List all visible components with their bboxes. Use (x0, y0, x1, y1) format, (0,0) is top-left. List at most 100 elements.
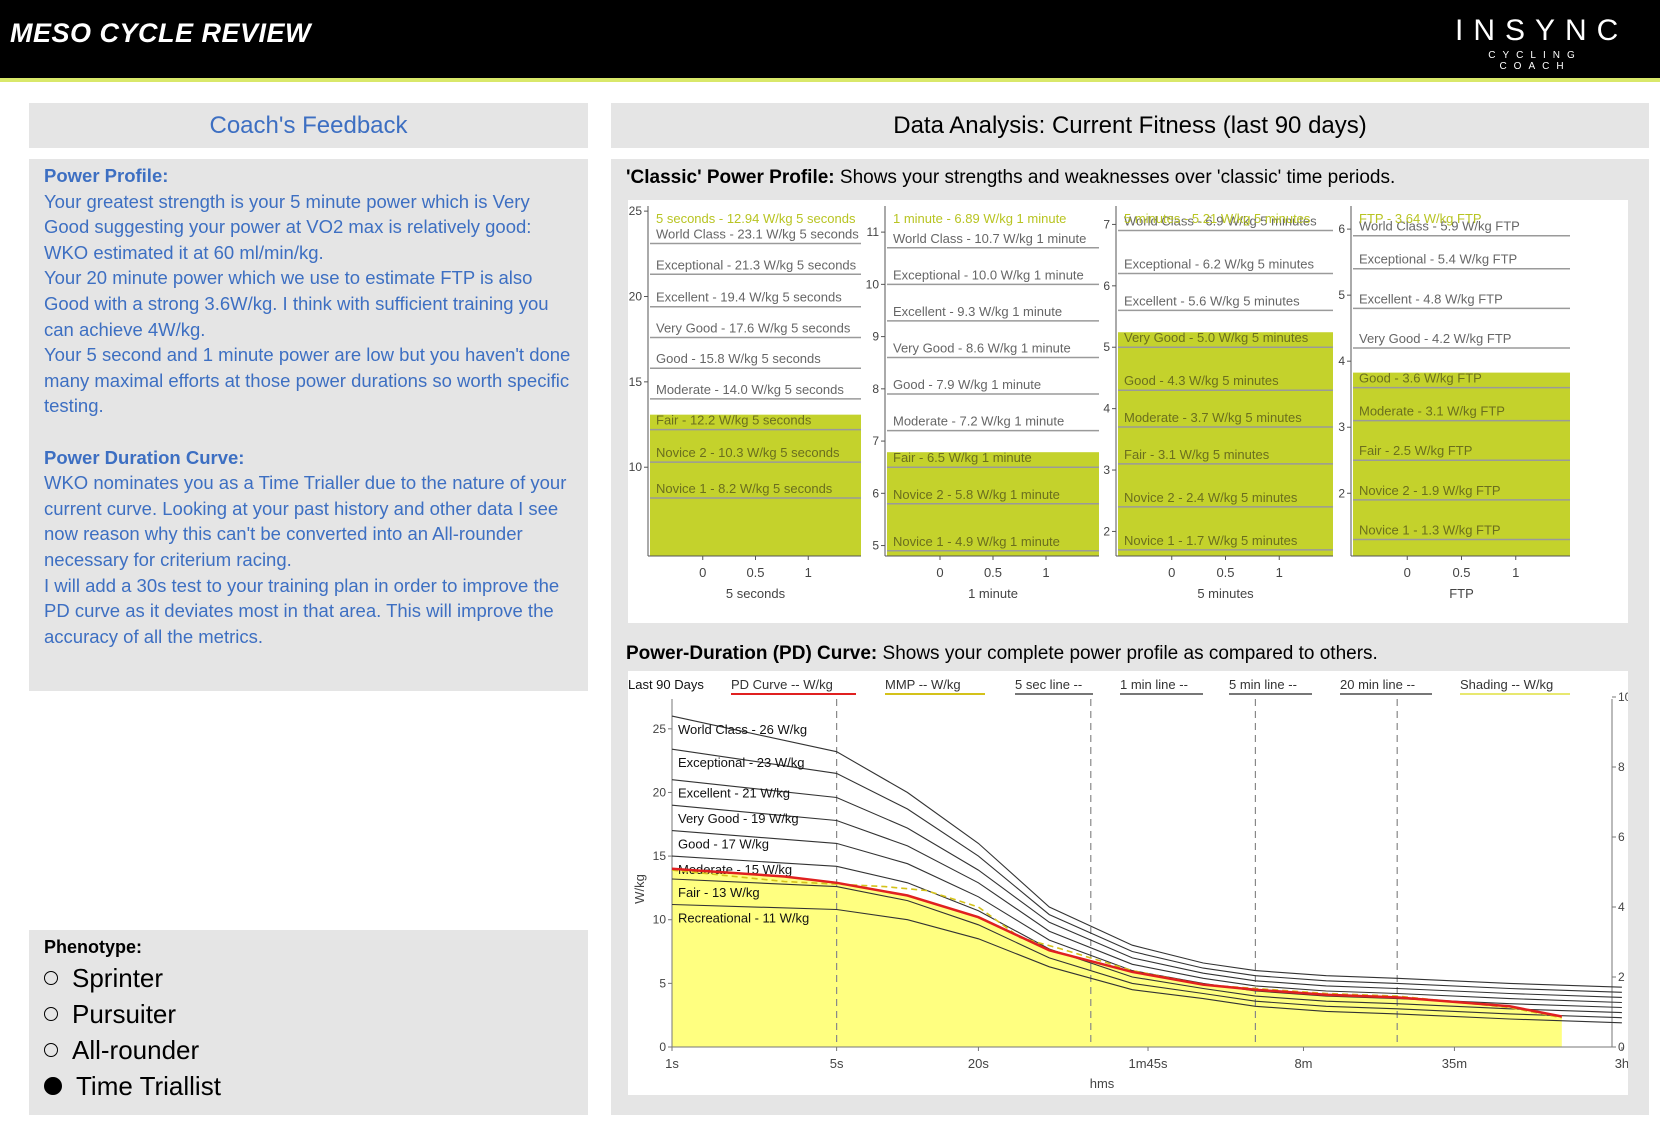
current-level-bar (1353, 372, 1570, 556)
legend-item: 5 min line -- (1229, 677, 1297, 692)
current-value-label: 1 minute - 6.89 W/kg 1 minute (893, 211, 1066, 226)
phenotype-panel (29, 930, 588, 1115)
y-tick-label: 9 (872, 330, 879, 344)
classic-panel-classic-5min: 2 3 4 5 6 7 World Class - 6.9 W/kg 5 minutes Ex… (1103, 206, 1333, 601)
x-tick-label: 1m45s (1129, 1056, 1169, 1071)
y-tick-label: 4 (1338, 354, 1345, 368)
level-curve (671, 779, 1622, 998)
level-label: World Class - 6.9 W/kg 5 minutes (1124, 214, 1317, 229)
y-tick-label: 5 (872, 539, 879, 553)
y-tick-label: 2 (1338, 486, 1345, 500)
level-label: Good - 15.8 W/kg 5 seconds (656, 351, 821, 366)
y-tick-label: 3 (1338, 420, 1345, 434)
y-tick-label: 10 (653, 913, 667, 927)
data-analysis-title: Data Analysis: Current Fitness (last 90 … (893, 112, 1367, 139)
x-tick-label: 0.5 (746, 565, 764, 580)
x-axis-label: 5 seconds (726, 586, 786, 601)
x-axis-label: 5 minutes (1197, 586, 1254, 601)
x-tick-label: 0 (1168, 565, 1175, 580)
x-tick-label: 20s (968, 1056, 989, 1071)
x-tick-label: 8m (1294, 1056, 1312, 1071)
legend-item: 5 sec line -- (1015, 677, 1082, 692)
feedback-paragraph: Your greatest strength is your 5 minute … (44, 190, 532, 263)
level-label: Novice 2 - 5.8 W/kg 1 minute (893, 487, 1060, 502)
x-axis-label: 1 minute (968, 586, 1018, 601)
legend-item: 20 min line -- (1340, 677, 1415, 692)
brand-sub: CYCLING COACH (1488, 50, 1582, 72)
level-label: Very Good - 5.0 W/kg 5 minutes (1124, 330, 1309, 345)
x-tick-label: 0 (1404, 565, 1411, 580)
level-curve-label: Recreational - 11 W/kg (678, 910, 809, 925)
phenotype-option-label: All-rounder (72, 1035, 200, 1065)
classic-chart-box: 10 15 20 25 World Class - 23.1 W/kg 5 second… (628, 200, 1628, 623)
y-tick-label: 10 (629, 460, 643, 474)
level-label: Exceptional - 10.0 W/kg 1 minute (893, 267, 1084, 282)
data-analysis-header: Data Analysis: Current Fitness (last 90 … (611, 103, 1649, 148)
y-tick-label: 11 (867, 225, 880, 239)
phenotype-option-label: Sprinter (72, 963, 164, 993)
pd-title-bold: Power-Duration (PD) Curve: (626, 643, 878, 664)
current-value-label: FTP - 3.64 W/kg FTP (1359, 211, 1482, 226)
radio-empty-icon[interactable] (44, 1007, 58, 1021)
phenotype-option[interactable]: Time Triallist (44, 1068, 564, 1104)
level-label: Excellent - 5.6 W/kg 5 minutes (1124, 293, 1300, 308)
classic-panel-classic-ftp: 2 3 4 5 6 World Class - 5.9 W/kg FTP Exception… (1338, 206, 1570, 601)
legend-item: PD Curve -- W/kg (731, 677, 833, 692)
classic-section-title: 'Classic' Power Profile: Shows your stre… (626, 167, 1395, 189)
y2-tick-label: 4 (1618, 900, 1625, 914)
phenotype-option-label: Pursuiter (72, 999, 177, 1029)
level-label: World Class - 10.7 W/kg 1 minute (893, 231, 1086, 246)
classic-title-bold: 'Classic' Power Profile: (626, 167, 835, 188)
level-curve (671, 748, 1622, 993)
level-label: Exceptional - 5.4 W/kg FTP (1359, 252, 1517, 267)
level-label: Novice 1 - 8.2 W/kg 5 seconds (656, 481, 833, 496)
y-tick-label: 4 (1103, 402, 1110, 416)
phenotype-option[interactable]: Sprinter (44, 960, 564, 996)
level-label: Fair - 6.5 W/kg 1 minute (893, 450, 1032, 465)
page-title: MESO CYCLE REVIEW (10, 18, 312, 48)
level-label: Excellent - 4.8 W/kg FTP (1359, 291, 1503, 306)
level-label: Good - 3.6 W/kg FTP (1359, 371, 1482, 386)
y-tick-label: 20 (629, 289, 643, 303)
pd-curve-chart: 05101520250246810W/kg1s5s20s1m45s8m35m3h… (628, 677, 1632, 1091)
level-label: Very Good - 4.2 W/kg FTP (1359, 331, 1511, 346)
feedback-paragraph: Your 20 minute power which we use to est… (44, 267, 549, 340)
level-label: Moderate - 3.1 W/kg FTP (1359, 404, 1505, 419)
x-tick-label: 1 (805, 565, 812, 580)
phenotype-option[interactable]: All-rounder (44, 1032, 564, 1068)
level-curve-label: Exceptional - 23 W/kg (678, 755, 804, 770)
x-axis-label: FTP (1449, 586, 1474, 601)
legend-item: 1 min line -- (1120, 677, 1188, 692)
phenotype-list: Sprinter Pursuiter All-rounder Time Trialli… (44, 960, 564, 1104)
level-label: Novice 1 - 1.3 W/kg FTP (1359, 522, 1501, 537)
feedback-text: Power Profile: Your greatest strength is … (44, 163, 579, 649)
y2-tick-label: 10 (1618, 690, 1628, 704)
top-bar: MESO CYCLE REVIEW INSYNC CYCLING COACH (0, 0, 1660, 82)
level-label: World Class - 5.9 W/kg FTP (1359, 219, 1520, 234)
radio-empty-icon[interactable] (44, 971, 58, 985)
y2-tick-label: 2 (1618, 970, 1625, 984)
brand-logo: INSYNC CYCLING COACH (1455, 14, 1618, 72)
radio-empty-icon[interactable] (44, 1043, 58, 1057)
pd-title-rest: Shows your complete power profile as com… (877, 643, 1378, 664)
y-tick-label: 6 (872, 486, 879, 500)
level-label: Novice 2 - 1.9 W/kg FTP (1359, 483, 1501, 498)
feedback-heading: Power Profile: (44, 165, 169, 186)
pd-chart-box: 05101520250246810W/kg1s5s20s1m45s8m35m3h… (628, 671, 1632, 1095)
phenotype-label: Phenotype: (44, 937, 143, 957)
level-label: Novice 2 - 10.3 W/kg 5 seconds (656, 445, 840, 460)
phenotype-option[interactable]: Pursuiter (44, 996, 564, 1032)
level-label: Good - 7.9 W/kg 1 minute (893, 377, 1041, 392)
y-tick-label: 10 (866, 277, 880, 291)
level-label: Exceptional - 21.3 W/kg 5 seconds (656, 257, 857, 272)
current-level-bar (1118, 332, 1333, 556)
level-curve (671, 715, 1622, 988)
x-tick-label: 5s (830, 1056, 844, 1071)
level-label: Fair - 3.1 W/kg 5 minutes (1124, 447, 1270, 462)
y-tick-label: 8 (872, 382, 879, 396)
radio-selected-icon[interactable] (44, 1077, 62, 1095)
level-curve-label: Excellent - 21 W/kg (678, 786, 790, 801)
feedback-paragraph: Your 5 second and 1 minute power are low… (44, 344, 571, 417)
y-axis-label: W/kg (632, 874, 647, 904)
